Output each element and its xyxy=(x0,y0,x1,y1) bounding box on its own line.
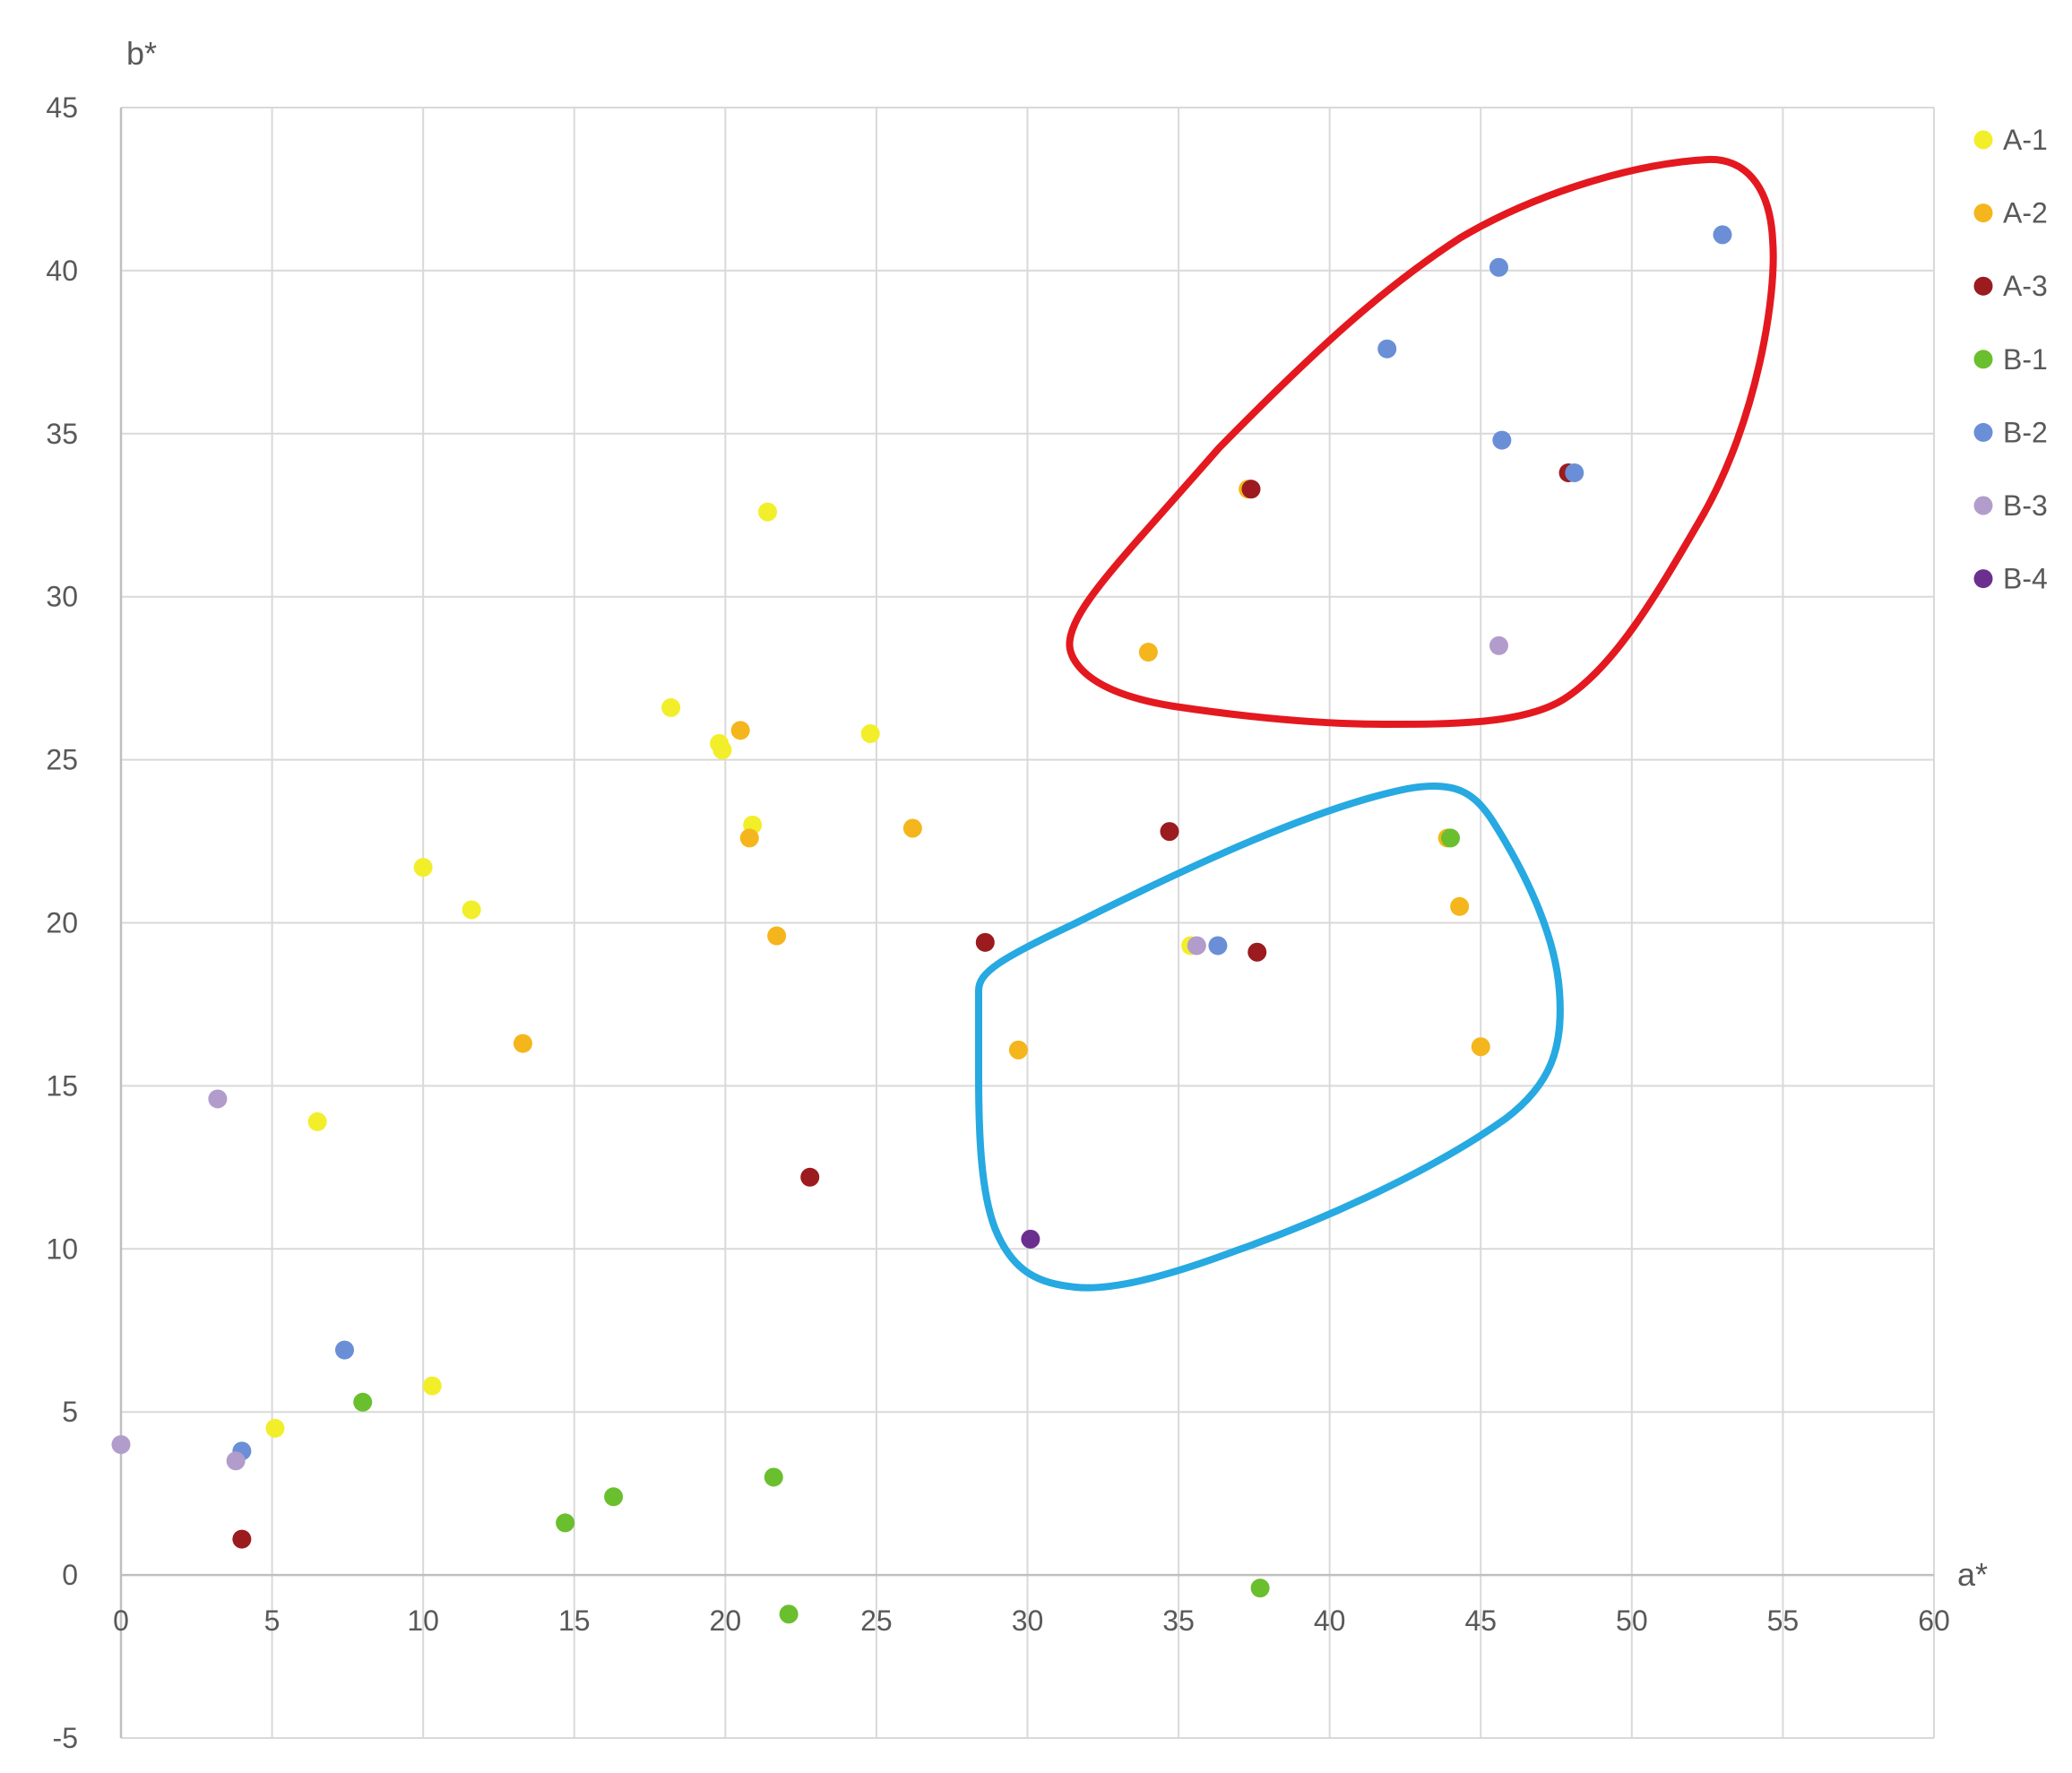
blue-enclosure xyxy=(974,782,1564,1292)
y-tick-label: 45 xyxy=(46,91,78,124)
x-tick-label: 20 xyxy=(710,1604,742,1637)
series-a-1-point xyxy=(265,1418,285,1438)
legend-a-3-marker xyxy=(1973,276,1993,296)
y-tick-label: 20 xyxy=(46,907,78,939)
series-b-2-point xyxy=(1713,225,1732,245)
x-tick-label: 55 xyxy=(1767,1604,1800,1637)
points-layer xyxy=(111,225,1732,1624)
x-tick-label: 0 xyxy=(113,1604,129,1637)
series-b-1-point xyxy=(764,1467,783,1487)
red-enclosure xyxy=(1066,155,1777,728)
series-b-3-point xyxy=(111,1435,131,1455)
annotation-layer xyxy=(974,155,1777,1292)
legend-b-3-label: B-3 xyxy=(2003,489,2048,522)
x-tick-label: 60 xyxy=(1918,1604,1950,1637)
series-a-3-point xyxy=(1248,942,1267,962)
series-b-1-point xyxy=(556,1513,575,1533)
series-b-3-point xyxy=(1187,936,1206,956)
legend-b-1-label: B-1 xyxy=(2003,343,2048,376)
series-a-2-point xyxy=(739,828,759,848)
series-a-1-point xyxy=(422,1376,442,1396)
series-a-2-point xyxy=(902,818,922,838)
x-tick-label: 5 xyxy=(264,1604,281,1637)
series-b-3-point xyxy=(208,1089,228,1109)
grid-layer xyxy=(120,107,1935,1739)
series-a-2-point xyxy=(1471,1037,1490,1057)
series-b-4-point xyxy=(1021,1229,1040,1249)
legend-a-1-label: A-1 xyxy=(2003,124,2048,156)
series-b-2-point xyxy=(335,1340,355,1360)
y-axis-title: b* xyxy=(126,35,157,72)
legend-b-3-marker xyxy=(1973,496,1993,515)
legend: A-1 A-2 A-3 B-1 B-2 B-3 B-4 xyxy=(1973,124,2048,595)
series-b-2-point xyxy=(1208,936,1228,956)
series-a-3-point xyxy=(975,932,995,952)
y-tick-label: 25 xyxy=(46,744,78,776)
series-b-2-point xyxy=(1492,430,1512,450)
legend-b-4-marker xyxy=(1973,569,1993,589)
x-tick-label: 10 xyxy=(407,1604,439,1637)
series-b-1-point xyxy=(779,1604,799,1624)
legend-a-2-label: A-2 xyxy=(2003,197,2048,229)
x-tick-label: 35 xyxy=(1162,1604,1195,1637)
series-a-1-point xyxy=(462,900,481,920)
y-tick-label: 15 xyxy=(46,1069,78,1102)
y-tick-label: 35 xyxy=(46,418,78,450)
series-a-2-point xyxy=(1008,1040,1028,1059)
series-b-3-point xyxy=(226,1451,246,1471)
series-a-1-point xyxy=(758,502,778,522)
series-a-2-point xyxy=(730,721,750,740)
legend-a-1-marker xyxy=(1973,130,1993,150)
series-b-1-point xyxy=(353,1392,373,1412)
x-tick-label: 15 xyxy=(558,1604,591,1637)
legend-b-1-marker xyxy=(1973,350,1993,369)
series-a-1-point xyxy=(307,1111,327,1131)
series-b-3-point xyxy=(1489,636,1508,655)
y-tick-label: 0 xyxy=(62,1559,78,1591)
series-a-3-point xyxy=(232,1529,252,1549)
x-tick-label: 45 xyxy=(1464,1604,1497,1637)
series-b-2-point xyxy=(1565,463,1584,482)
series-b-1-point xyxy=(1441,828,1461,848)
legend-a-2-marker xyxy=(1973,203,1993,223)
axes-layer: 0 5 10 15 20 25 30 35 40 45 50 55 60 -5 0 5 10 15 20 25 30 35… xyxy=(46,35,1988,1754)
series-a-2-point xyxy=(1450,896,1470,916)
series-a-3-point xyxy=(800,1167,820,1187)
y-tick-label: 30 xyxy=(46,581,78,613)
legend-b-2-label: B-2 xyxy=(2003,416,2048,448)
x-tick-label: 40 xyxy=(1314,1604,1346,1637)
series-a-3-point xyxy=(1160,822,1179,842)
series-a-2-point xyxy=(1138,643,1158,662)
series-a-2-point xyxy=(767,926,787,946)
x-tick-label: 25 xyxy=(860,1604,893,1637)
series-a-1-point xyxy=(860,723,880,743)
legend-b-2-marker xyxy=(1973,422,1993,442)
y-tick-label: 40 xyxy=(46,255,78,287)
series-a-2-point xyxy=(513,1034,532,1053)
legend-b-4-label: B-4 xyxy=(2003,563,2048,595)
x-axis-title: a* xyxy=(1957,1556,1988,1593)
series-b-1-point xyxy=(604,1487,624,1507)
series-a-1-point xyxy=(712,740,732,760)
series-b-1-point xyxy=(1250,1578,1270,1598)
y-tick-label: 5 xyxy=(62,1396,78,1428)
series-a-3-point xyxy=(1241,480,1261,499)
x-tick-label: 50 xyxy=(1616,1604,1648,1637)
series-a-1-point xyxy=(413,858,433,878)
y-tick-label: -5 xyxy=(53,1722,78,1754)
legend-a-3-label: A-3 xyxy=(2003,270,2048,302)
series-a-1-point xyxy=(661,697,681,717)
y-tick-label: 10 xyxy=(46,1232,78,1265)
series-b-2-point xyxy=(1377,339,1397,359)
x-tick-label: 30 xyxy=(1012,1604,1044,1637)
series-b-2-point xyxy=(1489,257,1508,277)
